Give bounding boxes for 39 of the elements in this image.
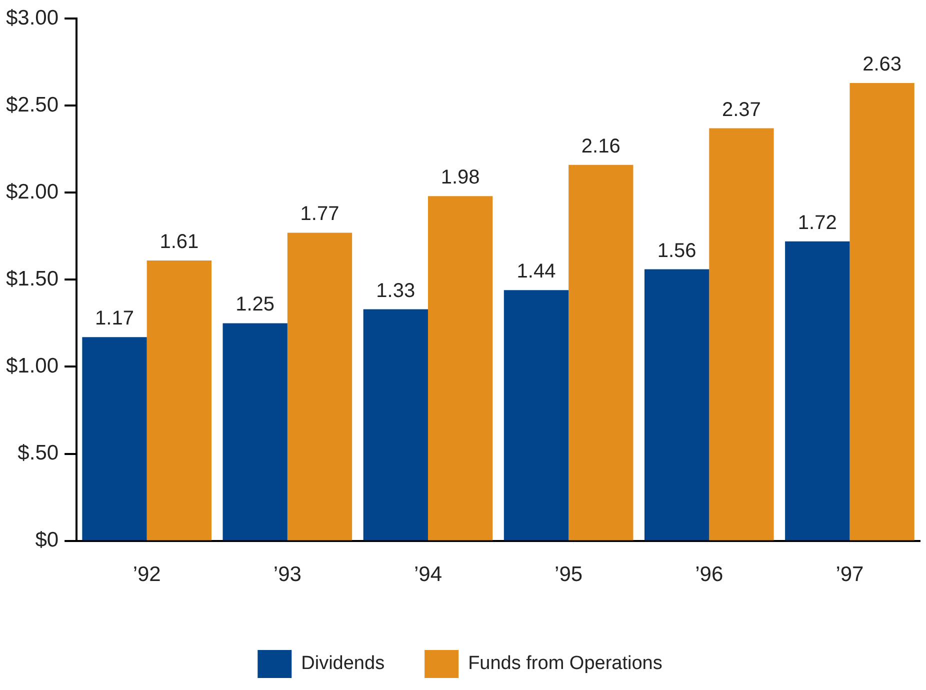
bar (568, 164, 634, 540)
x-tick-label: ’93 (273, 563, 302, 586)
data-label: 1.17 (95, 308, 134, 330)
bar (644, 269, 710, 540)
x-tick-label: ’97 (836, 563, 864, 586)
y-tick-label: $.50 (18, 442, 59, 465)
bar (363, 309, 428, 540)
data-label: 1.25 (236, 294, 275, 316)
bar (428, 196, 493, 540)
legend-label: Funds from Operations (468, 653, 662, 674)
x-tick-label: ’95 (554, 563, 583, 586)
data-label: 1.61 (160, 231, 199, 254)
x-tick-label: ’94 (414, 563, 442, 586)
bar (287, 232, 352, 540)
bar (146, 260, 212, 540)
data-label: 1.56 (657, 240, 696, 262)
x-tick-label: ’92 (132, 563, 161, 586)
data-label: 1.33 (376, 280, 416, 302)
data-label: 1.44 (516, 260, 556, 283)
data-label: 2.37 (722, 98, 761, 121)
y-tick-label: $1.00 (6, 354, 59, 378)
y-tick-label: $1.50 (6, 267, 59, 290)
data-label: 1.77 (300, 203, 340, 226)
y-tick-label: $2.50 (6, 93, 59, 116)
data-label: 1.98 (440, 166, 480, 189)
data-label: 2.16 (581, 135, 620, 158)
bar (709, 128, 774, 540)
y-tick-label: $2.00 (6, 180, 59, 204)
bar (850, 83, 914, 540)
y-tick-label: $0 (35, 528, 59, 552)
bar (785, 241, 850, 540)
bar (82, 337, 147, 540)
data-label: 2.63 (862, 54, 902, 76)
bar (222, 323, 288, 540)
legend-label: Dividends (301, 653, 385, 674)
x-tick-label: ’96 (695, 563, 724, 586)
y-tick-label: $3.00 (6, 6, 59, 30)
data-label: 1.72 (798, 212, 837, 234)
bar (504, 290, 569, 540)
